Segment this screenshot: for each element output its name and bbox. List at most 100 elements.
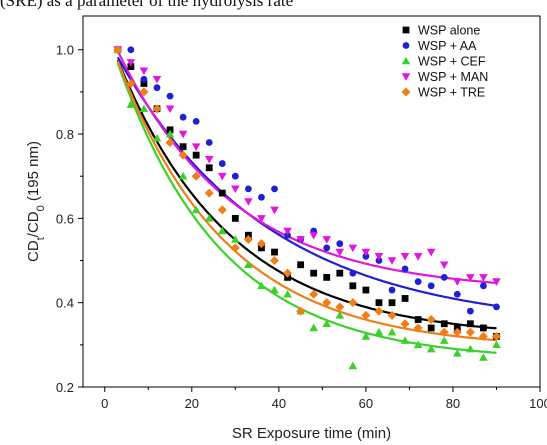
data-point [297,261,305,269]
data-point [480,324,487,332]
data-point [296,306,306,316]
data-point [204,214,214,222]
data-point [439,336,449,344]
data-point [217,172,227,181]
data-point [348,298,358,308]
data-point [126,78,136,88]
data-point [309,289,319,299]
data-point [336,240,344,248]
data-point [152,75,162,84]
data-point [127,46,135,54]
data-point [348,244,358,253]
data-point [205,139,213,146]
data-point [283,227,292,236]
x-axis: 0 20 40 60 80 100 [101,387,547,411]
data-point [152,133,162,142]
data-point [349,282,357,290]
x-tick-label: 80 [446,396,460,411]
data-point [466,344,475,353]
caption-fragment: (SRE) as a parameter of the hydrolysis r… [0,0,293,10]
data-point [439,327,449,337]
data-point [439,261,449,270]
data-point [217,205,227,215]
data-point [113,45,123,55]
data-point [296,236,305,244]
plot-frame [82,15,541,388]
data-point [218,189,226,197]
data-point [217,226,227,235]
data-point [479,353,488,361]
data-point [231,214,239,222]
x-tick-label: 60 [359,396,373,411]
data-point [388,299,396,307]
data-markers [113,45,501,370]
data-point [322,298,332,308]
data-point [309,231,318,240]
data-point [271,248,278,256]
data-point [309,323,318,332]
x-axis-title: SR Exposure time (min) [232,425,391,442]
data-point [387,257,397,265]
data-point [453,348,462,357]
x-tick-label: 20 [185,396,199,411]
x-tick-label: 40 [272,396,286,411]
legend-label: WSP + CEF [418,55,486,69]
data-point [179,143,187,151]
data-point [152,104,162,114]
data-point [165,129,175,138]
data-point [361,332,371,340]
data-point [323,244,331,252]
data-point [166,92,174,100]
data-point [322,319,332,328]
x-tick-label: 100 [529,396,547,411]
data-point [426,248,436,257]
data-point [401,265,409,273]
data-point [257,281,266,290]
data-point [283,289,292,298]
data-point [270,256,280,266]
data-point [178,150,188,160]
data-point [388,286,396,294]
data-point [191,205,201,214]
data-point [244,198,253,206]
data-point [492,278,501,286]
data-point [349,269,357,277]
data-point [322,236,332,244]
data-point [165,105,175,114]
legend-marker [401,56,411,65]
data-point [374,306,384,316]
fit-curve [116,62,497,354]
data-point [427,282,435,290]
y-axis: 0.2 0.4 0.6 0.8 1.0 [56,43,83,395]
data-point [204,188,214,198]
y-axis-title-part: CD [25,240,42,262]
y-tick-label: 0.4 [56,296,74,311]
y-axis-title: CDt/CD0 (195 nm) [25,141,47,262]
data-point [465,327,475,337]
data-point [140,75,148,83]
data-point [192,117,200,125]
legend-marker [401,73,411,81]
legend-label: WSP + TRE [418,86,485,100]
data-point [361,310,371,320]
data-point [453,278,462,286]
data-point [440,273,448,281]
data-point [271,185,278,193]
data-point [126,59,136,67]
data-point [400,336,410,344]
data-point [426,315,436,325]
x-tick-label: 0 [101,396,108,411]
data-point [440,320,448,328]
data-point [493,303,500,311]
data-point [243,234,253,244]
data-point [387,310,397,320]
data-point [205,164,213,172]
data-point [231,185,240,194]
data-point [231,235,240,243]
data-point [466,274,475,282]
data-point [414,278,422,286]
data-point [178,130,188,139]
data-point [231,172,239,180]
data-point [218,160,226,167]
